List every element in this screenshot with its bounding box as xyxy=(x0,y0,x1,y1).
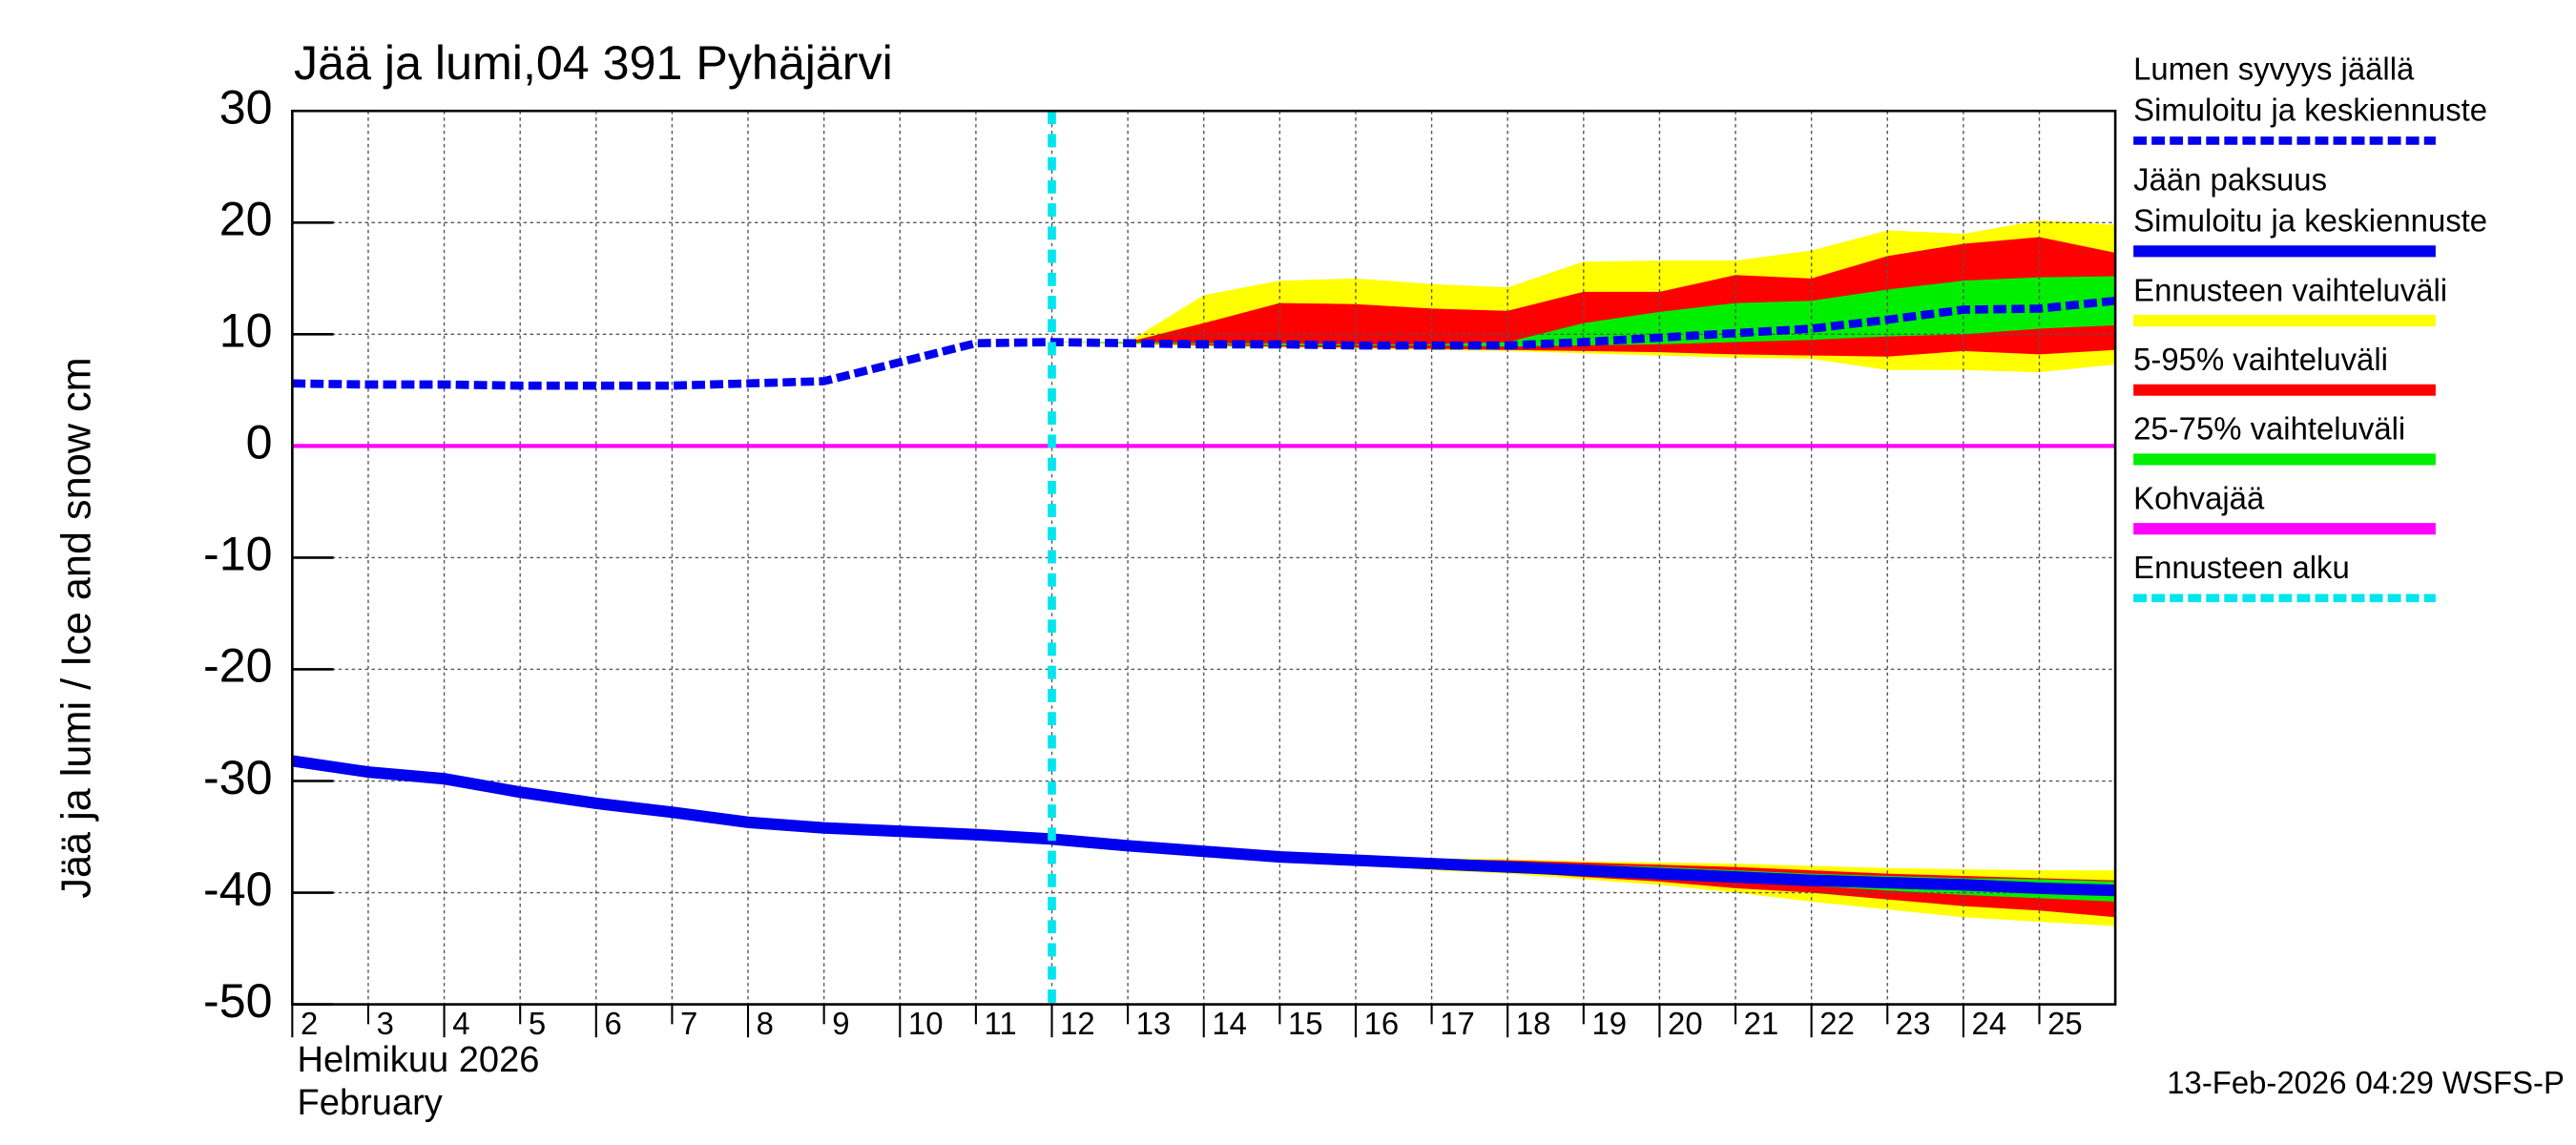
y-tick-label: 30 xyxy=(219,81,273,135)
range-band xyxy=(1051,276,2116,347)
x-axis-label: Helmikuu 2026 xyxy=(298,1040,540,1080)
legend-label: Lumen syvyys jäällä xyxy=(2133,51,2415,86)
legend-label: Simuloitu ja keskiennuste xyxy=(2133,93,2487,128)
legend-label: Jään paksuus xyxy=(2133,161,2327,197)
y-tick-label: -10 xyxy=(203,528,273,581)
x-tick-label: 16 xyxy=(1364,1006,1400,1041)
x-tick-label: 17 xyxy=(1440,1006,1475,1041)
footer: 13-Feb-2026 04:29 WSFS-P xyxy=(2167,1065,2565,1100)
x-tick-label: 24 xyxy=(1972,1006,2007,1041)
x-tick-label: 3 xyxy=(377,1006,394,1041)
x-tick-label: 8 xyxy=(757,1006,774,1041)
x-tick-label: 10 xyxy=(908,1006,944,1041)
x-tick-label: 25 xyxy=(2047,1006,2083,1041)
x-tick-label: 18 xyxy=(1516,1006,1551,1041)
x-tick-label: 4 xyxy=(452,1006,469,1041)
chart-title: Jää ja lumi,04 391 Pyhäjärvi xyxy=(294,36,893,90)
y-tick-label: -40 xyxy=(203,863,273,916)
x-tick-label: 2 xyxy=(301,1006,318,1041)
y-tick-label: -20 xyxy=(203,639,273,693)
x-tick-label: 21 xyxy=(1744,1006,1779,1041)
y-tick-label: 20 xyxy=(219,193,273,246)
y-tick-label: 0 xyxy=(246,416,273,469)
y-tick-label: -30 xyxy=(203,751,273,804)
x-tick-label: 20 xyxy=(1668,1006,1703,1041)
legend-label: Ennusteen vaihteluväli xyxy=(2133,272,2447,307)
x-tick-label: 9 xyxy=(832,1006,849,1041)
y-tick-label: 10 xyxy=(219,304,273,358)
series-line xyxy=(292,296,2116,390)
x-axis-label: February xyxy=(298,1083,443,1123)
legend-label: Ennusteen alku xyxy=(2133,550,2350,585)
legend-label: 25-75% vaihteluväli xyxy=(2133,411,2405,447)
legend-label: Kohvajää xyxy=(2133,480,2265,515)
x-tick-label: 15 xyxy=(1288,1006,1323,1041)
x-tick-label: 19 xyxy=(1591,1006,1627,1041)
x-tick-label: 6 xyxy=(604,1006,621,1041)
x-tick-label: 12 xyxy=(1060,1006,1095,1041)
x-tick-label: 5 xyxy=(529,1006,546,1041)
x-tick-label: 13 xyxy=(1136,1006,1172,1041)
x-tick-label: 11 xyxy=(985,1006,1017,1041)
y-tick-label: -50 xyxy=(203,974,273,1028)
legend-label: 5-95% vaihteluväli xyxy=(2133,342,2388,377)
x-tick-label: 7 xyxy=(680,1006,697,1041)
x-tick-label: 22 xyxy=(1819,1006,1855,1041)
series-line xyxy=(291,755,2116,897)
x-tick-label: 23 xyxy=(1896,1006,1931,1041)
y-axis-label: Jää ja lumi / Ice and snow cm xyxy=(53,357,99,898)
x-tick-label: 14 xyxy=(1212,1006,1247,1041)
plot-frame xyxy=(291,109,2117,1006)
legend-label: Simuloitu ja keskiennuste xyxy=(2133,203,2487,239)
